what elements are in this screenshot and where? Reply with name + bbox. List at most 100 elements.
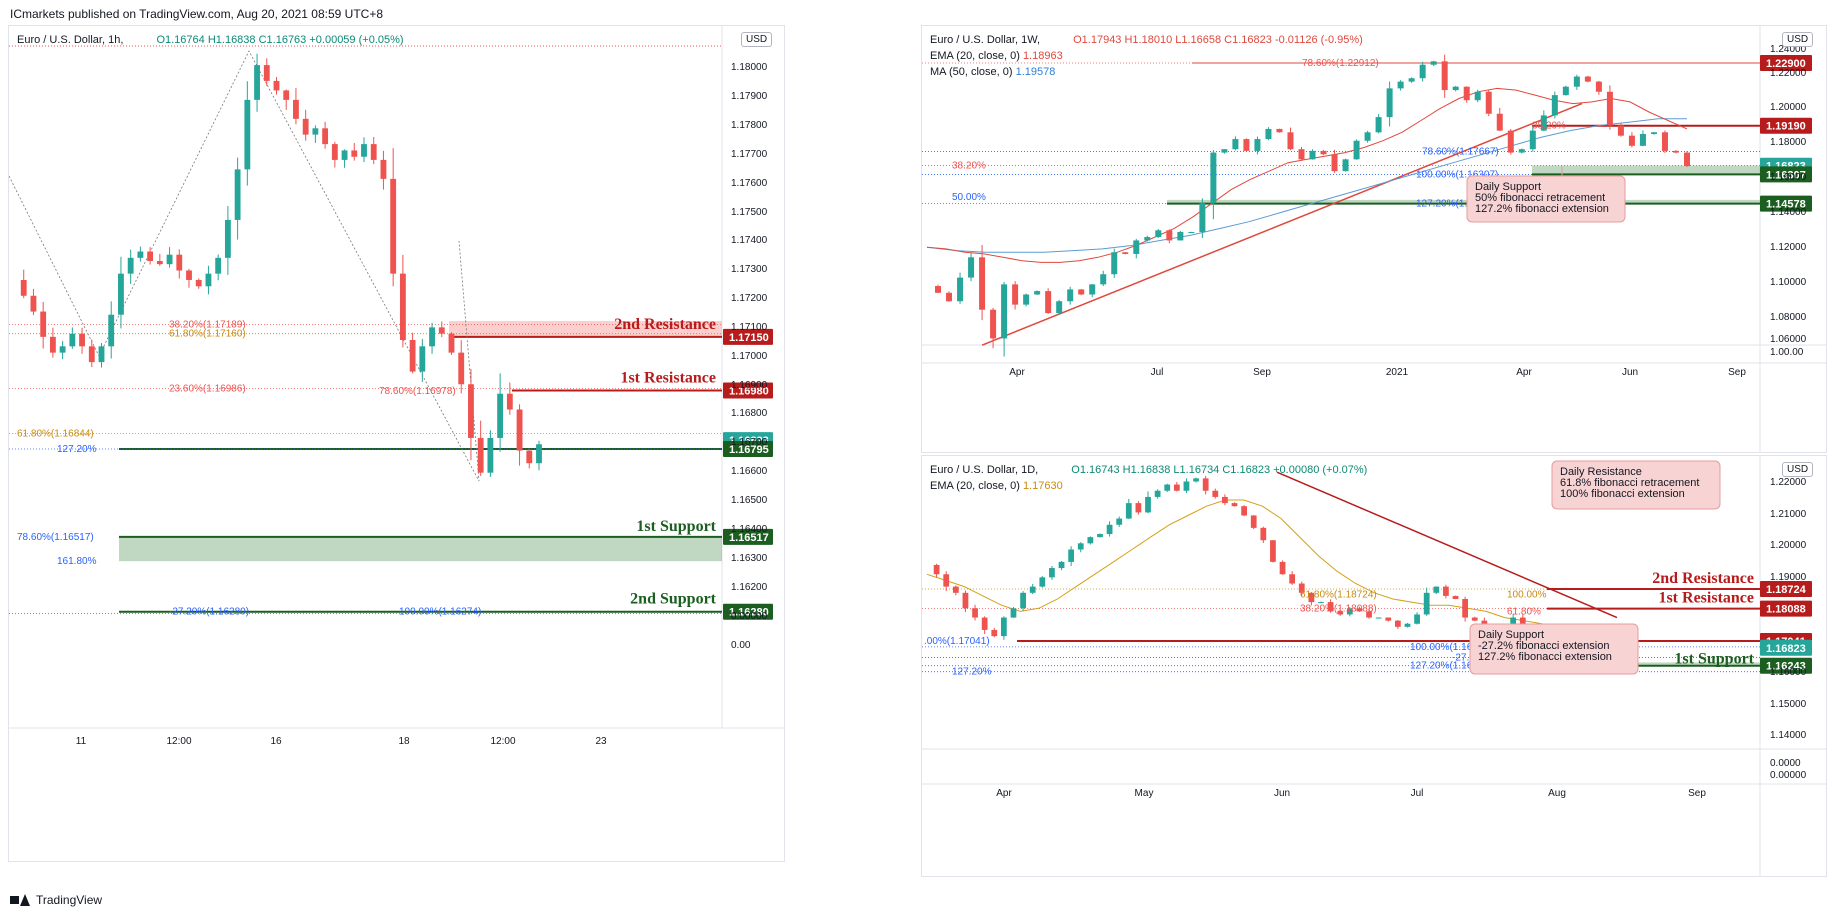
chart-1w-canvas[interactable]: 1.229001.191901.168231.163071.1457878.60… — [922, 26, 1826, 452]
d1-candle-body — [1241, 506, 1247, 516]
chart-panel-1h[interactable]: 1.171501.169801.168231.167951.165171.162… — [8, 25, 785, 862]
tag-res1-bg — [723, 382, 773, 399]
fib-label: 61.80%(1.16844) — [17, 429, 94, 440]
trend-line — [1276, 471, 1618, 619]
d1-candle-body — [1327, 602, 1334, 612]
w1-candle-body — [1144, 237, 1151, 241]
h1-x-tick: 12:00 — [490, 736, 515, 747]
fib-label: 127.20%(1.14578) — [1416, 199, 1498, 210]
tag-level: 1.16795 — [729, 444, 769, 456]
d1-y-tick: 1.14000 — [1770, 730, 1807, 741]
h1-x-tick: 23 — [595, 736, 607, 747]
w1-candle-body — [1485, 91, 1492, 114]
h1-candle-body — [108, 314, 115, 347]
h1-candle-body — [458, 352, 465, 385]
h1-candle-body — [536, 444, 542, 464]
w1-candle-body — [1628, 135, 1635, 146]
w1-candle-body — [1166, 230, 1173, 241]
d1-candle-body — [1452, 595, 1459, 599]
w1-candle-body — [1056, 301, 1063, 314]
chart-1h-canvas[interactable]: 1.171501.169801.168231.167951.165171.162… — [9, 26, 784, 861]
d1-y-tick: 1.22000 — [1770, 477, 1807, 488]
tag-t4-bg — [1760, 657, 1812, 674]
fib-label: 61.80%(1.18724) — [1300, 589, 1377, 600]
w1-candle-body — [1441, 61, 1448, 91]
tag-t1-bg — [1760, 580, 1812, 597]
w1-candle-body — [1276, 128, 1283, 133]
d1-candle-body — [1058, 561, 1065, 569]
ma-label: MA (50, close, 0) — [930, 66, 1013, 78]
w1-candle-body — [1419, 64, 1426, 79]
tag-t2: 1.19190 — [1766, 121, 1806, 133]
d1-candle-body — [1404, 623, 1411, 627]
currency-button[interactable]: USD — [741, 32, 773, 47]
h1-candle-body — [69, 333, 76, 347]
tradingview-brand[interactable]: TradingView — [10, 893, 102, 907]
tag-t2-bg — [1760, 117, 1812, 134]
chart-panel-1w[interactable]: 1.229001.191901.168231.163071.1457878.60… — [921, 25, 1827, 453]
w1-candle-body — [1507, 130, 1514, 153]
d1-candle-body — [1106, 524, 1113, 535]
d1-y-tick: 1.20000 — [1770, 540, 1807, 551]
support-1-title: 1st Support — [636, 518, 716, 535]
h1-y-tick: 1.16500 — [731, 495, 768, 506]
fib-label: -27.20%(1.16280) — [169, 607, 249, 618]
h1-candle-body — [419, 346, 426, 372]
h1-y-tick: 1.17100 — [731, 322, 768, 333]
fib-label: 38.20% — [1532, 121, 1566, 132]
w1-candle-body — [1397, 81, 1404, 89]
h1-candle-body — [118, 273, 124, 315]
w1-candle-body — [1232, 139, 1239, 150]
change-value: -0.01126 (-0.95%) — [1274, 34, 1363, 46]
tag-t1-bg — [1760, 55, 1812, 72]
w1-y-tick: 1.22000 — [1770, 68, 1807, 79]
w1-candle-body — [1045, 291, 1052, 314]
h1-candle-body — [438, 327, 445, 334]
h1-candle-body — [127, 257, 134, 274]
w1-candle-body — [1309, 150, 1316, 160]
fib-label: 78.60%(1.16978) — [379, 386, 456, 397]
ohlc-values: O1.17943 H1.18010 L1.16658 C1.16823 — [1073, 34, 1272, 46]
symbol-label: Euro / U.S. Dollar, 1D, — [930, 464, 1039, 476]
d1-candle-body — [1250, 515, 1257, 528]
weekly-note-line: Daily Support — [1475, 181, 1541, 193]
tag-sup2: 1.16280 — [729, 607, 769, 619]
h1-candle-body — [506, 393, 513, 410]
fib-label: 127.20% — [952, 667, 992, 678]
h1-candle-body — [293, 99, 299, 119]
resistance-2-title: 2nd Resistance — [1652, 570, 1754, 587]
d1-candle-body — [1433, 586, 1440, 593]
d1-candle-body — [1308, 592, 1315, 603]
d1-candle-body — [933, 564, 940, 575]
d1-candle-body — [1471, 617, 1478, 621]
h1-candle-body — [302, 118, 309, 135]
currency-button[interactable]: USD — [1782, 462, 1814, 477]
w1-x-tick: Apr — [1009, 367, 1025, 378]
d1-candle-body — [1154, 490, 1161, 497]
d1-candle-body — [1029, 586, 1036, 593]
h1-candle-body — [263, 65, 270, 81]
w1-x-tick: Sep — [1253, 367, 1271, 378]
d1-candle-body — [1087, 537, 1094, 544]
w1-candle-body — [1188, 231, 1195, 233]
d1-candle-body — [1356, 608, 1363, 612]
d1-candle-body — [1173, 484, 1180, 491]
weekly-note-line: 50% fibonacci retracement — [1475, 192, 1605, 204]
h1-candle-body — [49, 336, 56, 353]
h1-candle-body — [20, 279, 27, 296]
h1-y-tick: 0.00000 — [731, 611, 768, 622]
w1-y-tick: 1.24000 — [1770, 44, 1807, 55]
tag-price-bg — [1760, 639, 1812, 656]
d1-candle-body — [1298, 583, 1305, 593]
ema-label: EMA (20, close, 0) — [930, 50, 1020, 62]
w1-y-tick: 1.08000 — [1770, 312, 1807, 323]
chart-1d-legend: Euro / U.S. Dollar, 1D, O1.16743 H1.1683… — [930, 462, 1367, 494]
h1-y-tick: 1.17600 — [731, 178, 768, 189]
d1-candle-body — [1039, 577, 1046, 587]
h1-y-tick: 1.17800 — [731, 120, 768, 131]
d1-candle-body — [1462, 598, 1469, 618]
h1-candle-body — [40, 311, 47, 337]
currency-button[interactable]: USD — [1782, 32, 1814, 47]
